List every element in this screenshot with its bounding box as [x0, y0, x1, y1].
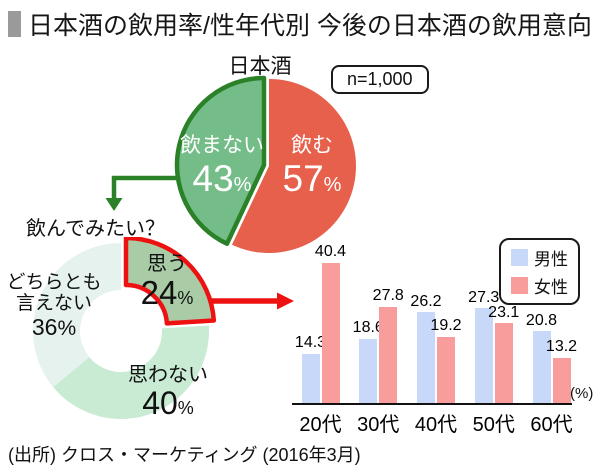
bar-女性-60代 — [552, 357, 571, 404]
donut-slice-name: 思う — [147, 253, 187, 275]
legend-label-female: 女性 — [534, 278, 568, 297]
sample-size-badge: n=1,000 — [331, 65, 429, 94]
pie-slice-1 — [174, 75, 267, 246]
pie-slice-value: 43% — [163, 158, 281, 199]
legend-swatch-male-icon — [511, 249, 528, 266]
bar-value-label: 14.3 — [294, 334, 327, 352]
value-unit: % — [177, 398, 194, 419]
value-number: 57 — [282, 157, 324, 199]
bar-value-label: 19.2 — [430, 317, 462, 335]
donut-chart — [32, 237, 217, 420]
category-label: 20代 — [299, 414, 342, 436]
legend-item-male: 男性 — [511, 245, 568, 270]
category-label: 30代 — [357, 414, 400, 436]
pie-chart — [174, 75, 357, 253]
donut-slice-value: 24% — [124, 274, 210, 312]
legend-swatch-female-icon — [511, 277, 528, 294]
donut-chart-title: 飲んでみたい？ — [26, 218, 165, 240]
category-label: 60代 — [530, 414, 573, 436]
pie-slice-name: 飲む — [291, 134, 333, 157]
value-unit: % — [57, 316, 77, 340]
donut-slice-0 — [123, 237, 217, 326]
bar-value-label: 20.8 — [525, 311, 558, 329]
bar-value-label: 27.3 — [468, 288, 500, 306]
bar-女性-20代 — [321, 262, 340, 404]
value-number: 43 — [192, 157, 234, 199]
pie-slice-name: 飲まない — [180, 134, 264, 157]
donut-slice-value: 40% — [118, 385, 218, 422]
donut-slice-name: 思わない — [128, 364, 208, 386]
value-unit: % — [177, 288, 194, 309]
donut-label-omou: 思う 24% — [124, 253, 210, 312]
legend-item-female: 女性 — [511, 273, 568, 298]
value-unit: % — [233, 173, 252, 196]
donut-label-omowanai: 思わない 40% — [118, 364, 218, 422]
title-marker-icon — [8, 11, 21, 37]
bar-男性-50代 — [474, 308, 493, 404]
donut-slice-2 — [32, 243, 122, 388]
legend-label-male: 男性 — [534, 250, 568, 269]
pie-slice-value: 57% — [270, 158, 354, 199]
donut-slice-name: どちらとも言えない — [6, 272, 102, 315]
bar-value-label: 13.2 — [545, 338, 578, 356]
pie-chart-title: 日本酒 — [228, 55, 292, 78]
bar-女性-30代 — [379, 306, 398, 404]
page-title-row: 日本酒の飲用率/性年代別 今後の日本酒の飲用意向 — [8, 6, 592, 42]
value-number: 36 — [31, 313, 58, 340]
bar-女性-40代 — [437, 336, 455, 404]
donut-label-dochira: どちらとも言えない 36% — [0, 272, 108, 340]
donut-slice-1 — [53, 325, 210, 420]
bar-男性-40代 — [417, 312, 435, 404]
source-note: (出所) クロス・マーケティング (2016年3月) — [8, 445, 361, 465]
bar-女性-50代 — [494, 323, 513, 404]
bar-男性-60代 — [532, 331, 551, 404]
value-unit: % — [323, 173, 342, 196]
value-number: 24 — [140, 274, 178, 312]
bar-value-label: 18.6 — [352, 319, 384, 337]
axis-unit-label: (%) — [570, 385, 594, 402]
bar-value-label: 23.1 — [488, 303, 520, 321]
bar-value-label: 40.4 — [314, 243, 347, 261]
bar-value-label: 27.8 — [372, 287, 404, 305]
pie-label-drink: 飲む 57% — [270, 134, 354, 199]
donut-slice-value: 36% — [0, 313, 108, 341]
pie-label-no-drink: 飲まない 43% — [163, 134, 281, 199]
category-label: 50代 — [472, 414, 515, 436]
pie-slice-0 — [231, 79, 357, 253]
category-label: 40代 — [414, 414, 458, 436]
x-axis-line — [292, 403, 572, 405]
bar-男性-30代 — [359, 338, 378, 404]
page-title: 日本酒の飲用率/性年代別 今後の日本酒の飲用意向 — [28, 12, 592, 40]
legend: 男性 女性 — [499, 238, 580, 305]
value-number: 40 — [142, 385, 178, 422]
bar-value-label: 26.2 — [410, 292, 442, 310]
bar-男性-20代 — [301, 353, 320, 404]
